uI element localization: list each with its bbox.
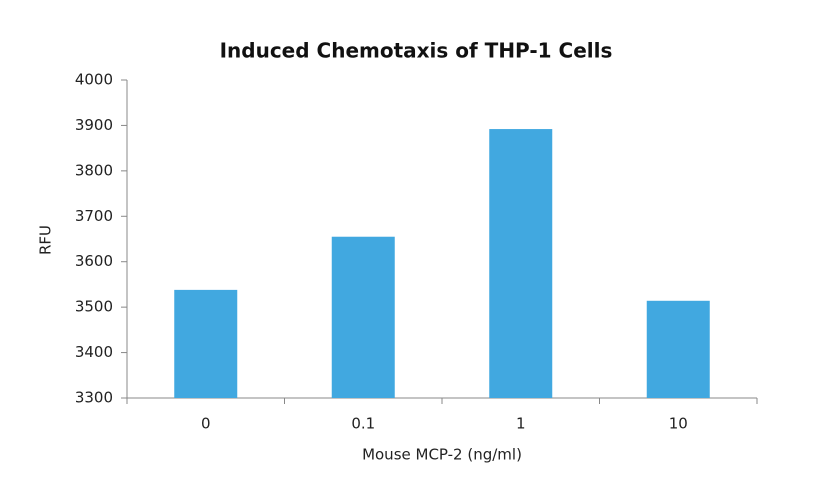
y-tick-label: 3400 <box>75 343 113 361</box>
y-tick-label: 3600 <box>75 252 113 270</box>
x-tick-label: 10 <box>669 415 688 433</box>
y-tick-label: 3500 <box>75 298 113 316</box>
x-tick-label: 1 <box>516 415 526 433</box>
x-tick-label: 0 <box>201 415 211 433</box>
y-tick-label: 3700 <box>75 207 113 225</box>
x-axis-label: Mouse MCP-2 (ng/ml) <box>362 446 522 464</box>
y-tick-label: 3300 <box>75 389 113 407</box>
y-tick-label: 3900 <box>75 116 113 134</box>
x-tick-label: 0.1 <box>351 415 375 433</box>
y-axis-label: RFU <box>37 225 55 255</box>
y-tick-label: 4000 <box>75 71 113 89</box>
y-tick-label: 3800 <box>75 161 113 179</box>
bar <box>174 289 238 398</box>
bar <box>646 300 710 398</box>
chart-title: Induced Chemotaxis of THP-1 Cells <box>220 39 613 63</box>
bar <box>331 236 395 398</box>
bar <box>489 129 553 398</box>
